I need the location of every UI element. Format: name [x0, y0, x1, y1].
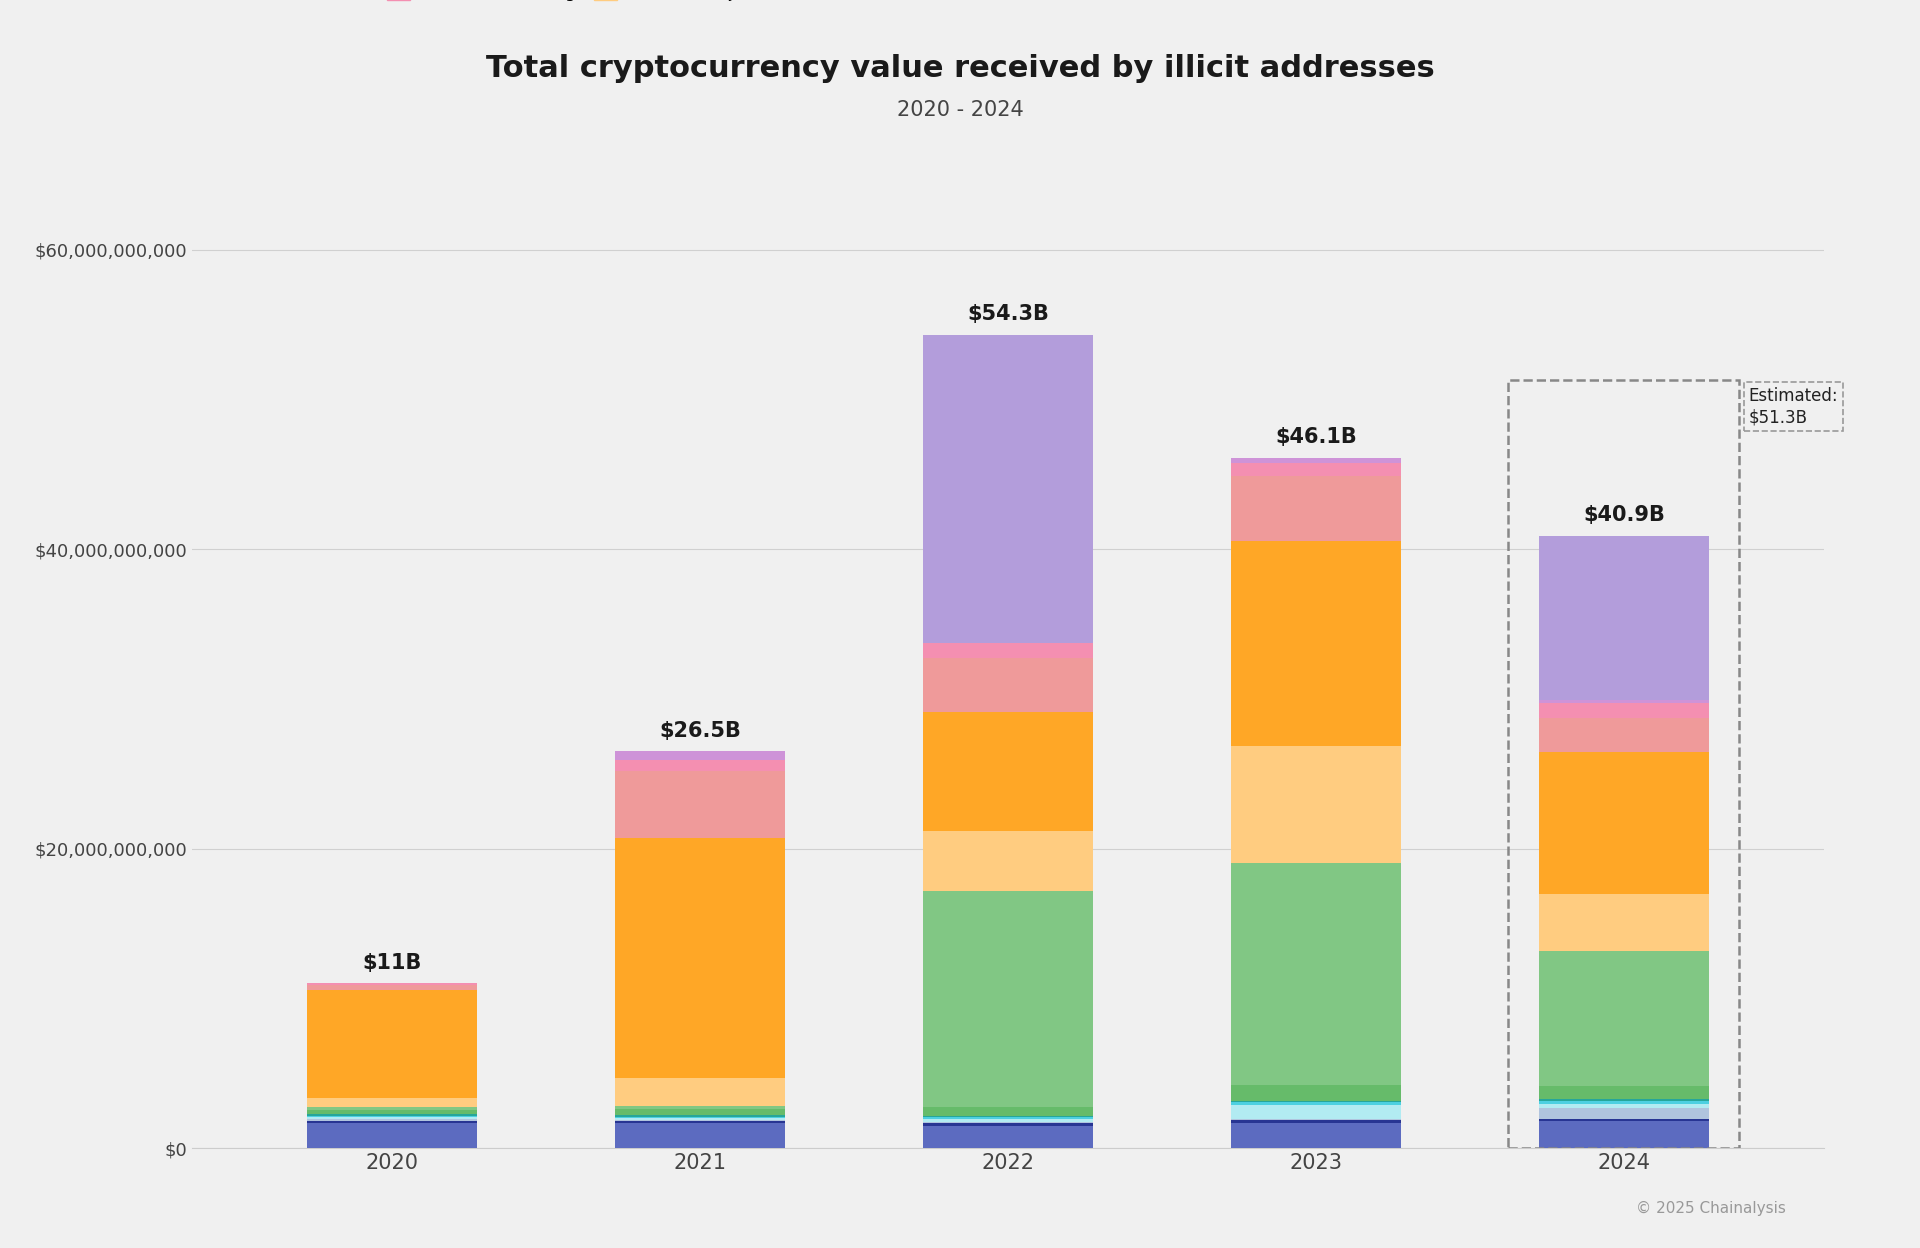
Bar: [924, 831, 1092, 891]
Bar: [924, 1126, 1092, 1148]
Bar: [307, 985, 476, 990]
Bar: [1231, 1121, 1400, 1123]
Bar: [1540, 951, 1709, 1086]
Bar: [1231, 463, 1400, 477]
Bar: [307, 1121, 476, 1123]
Bar: [1540, 1099, 1709, 1101]
Bar: [1231, 1101, 1400, 1102]
Bar: [924, 711, 1092, 831]
Bar: [307, 990, 476, 1098]
Bar: [1540, 1104, 1709, 1108]
Bar: [1540, 1108, 1709, 1119]
Bar: [1540, 1086, 1709, 1099]
Bar: [1231, 1119, 1400, 1121]
Bar: [924, 1123, 1092, 1126]
Bar: [1540, 1119, 1709, 1121]
Bar: [616, 1118, 785, 1119]
Bar: [616, 1109, 785, 1116]
Bar: [924, 1116, 1092, 1117]
Text: © 2025 Chainalysis: © 2025 Chainalysis: [1636, 1201, 1786, 1216]
Bar: [1540, 700, 1709, 703]
Bar: [307, 1098, 476, 1107]
Bar: [616, 1121, 785, 1123]
Bar: [1540, 1121, 1709, 1148]
Bar: [307, 1109, 476, 1114]
Legend: FTX creditor claim, Special measures, Terrorist financing, Stolen funds, Scam, S: FTX creditor claim, Special measures, Te…: [378, 0, 1638, 10]
Bar: [1540, 535, 1709, 700]
Bar: [307, 1119, 476, 1121]
Bar: [924, 643, 1092, 658]
Bar: [1231, 540, 1400, 746]
Text: $54.3B: $54.3B: [968, 305, 1048, 324]
Bar: [1231, 1085, 1400, 1101]
Bar: [1231, 862, 1400, 1085]
Bar: [1540, 753, 1709, 895]
Bar: [924, 1117, 1092, 1119]
Bar: [1540, 1101, 1709, 1104]
Text: $40.9B: $40.9B: [1582, 505, 1665, 525]
Bar: [616, 751, 785, 760]
Bar: [924, 1107, 1092, 1116]
Bar: [924, 891, 1092, 1107]
Bar: [307, 983, 476, 985]
Bar: [307, 1123, 476, 1148]
Bar: [616, 760, 785, 771]
Bar: [1231, 1123, 1400, 1148]
Bar: [1231, 1102, 1400, 1106]
Bar: [924, 1119, 1092, 1122]
Bar: [924, 334, 1092, 643]
Bar: [924, 1122, 1092, 1123]
Bar: [616, 839, 785, 1078]
Bar: [1231, 458, 1400, 463]
Bar: [1540, 718, 1709, 753]
Bar: [616, 1117, 785, 1118]
Text: Total cryptocurrency value received by illicit addresses: Total cryptocurrency value received by i…: [486, 54, 1434, 84]
Bar: [616, 1116, 785, 1117]
Text: $46.1B: $46.1B: [1275, 427, 1357, 447]
Bar: [1540, 895, 1709, 951]
Bar: [307, 1114, 476, 1116]
Bar: [1540, 703, 1709, 718]
Bar: [307, 1107, 476, 1109]
Text: 2020 - 2024: 2020 - 2024: [897, 100, 1023, 120]
Bar: [616, 1078, 785, 1106]
Bar: [616, 1106, 785, 1109]
Bar: [616, 771, 785, 839]
Bar: [1231, 1106, 1400, 1119]
Bar: [616, 1123, 785, 1148]
Bar: [307, 1116, 476, 1117]
Text: Estimated:
$51.3B: Estimated: $51.3B: [1749, 387, 1837, 426]
Bar: [307, 1117, 476, 1119]
Bar: [924, 658, 1092, 711]
Bar: [1231, 746, 1400, 862]
Bar: [1231, 477, 1400, 540]
Bar: [616, 1119, 785, 1121]
Text: $26.5B: $26.5B: [659, 721, 741, 741]
Text: $11B: $11B: [363, 953, 422, 973]
